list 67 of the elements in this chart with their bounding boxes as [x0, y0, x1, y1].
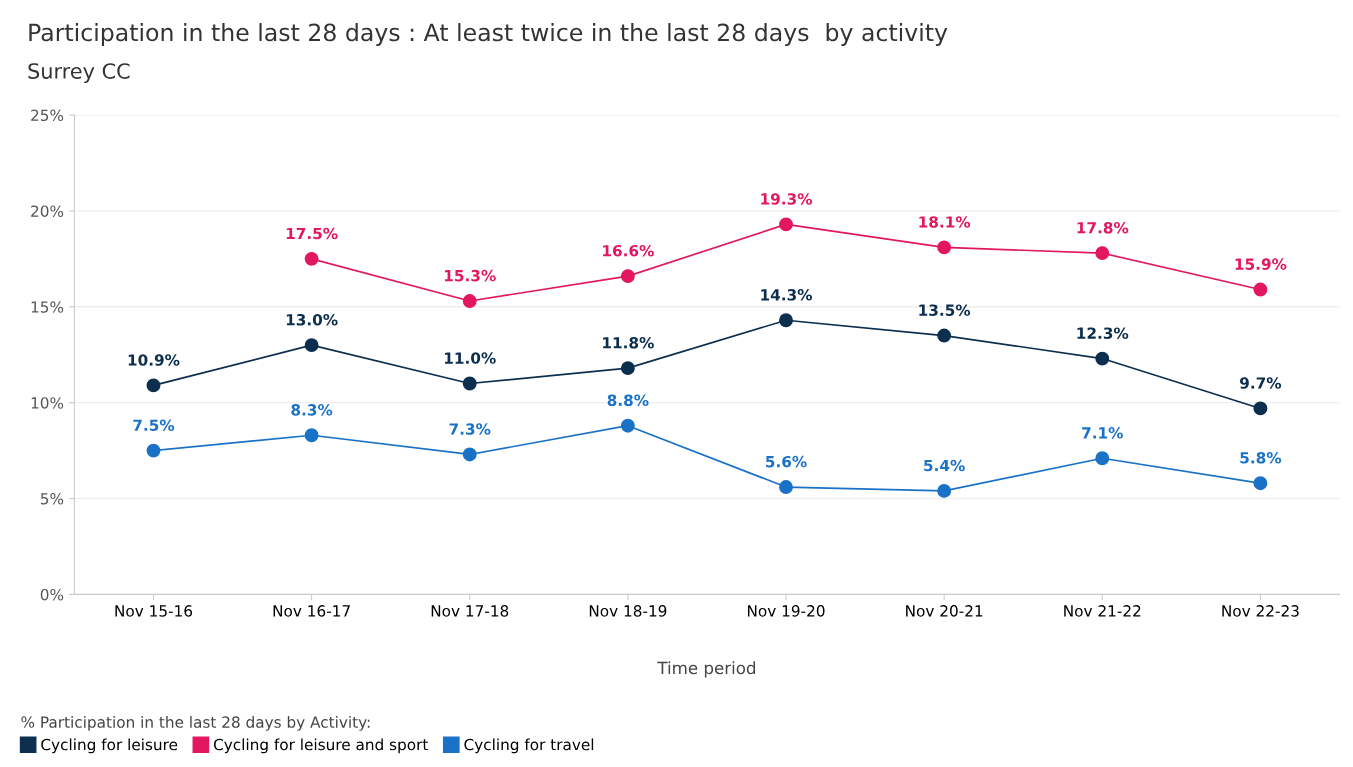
- y-tick-label: 5%: [40, 493, 64, 505]
- y-tick-label: 10%: [31, 397, 64, 409]
- point: [304, 428, 319, 443]
- chart-title: Participation in the last 28 days : At least twice in the last 28 days by activity: [29, 23, 948, 46]
- point: [620, 269, 635, 284]
- point: [1095, 246, 1110, 261]
- data-label: 15.9%: [1235, 258, 1287, 270]
- x-tick-label: Nov 22-23: [1222, 605, 1299, 617]
- point: [937, 483, 952, 498]
- data-label: 5.4%: [924, 459, 965, 472]
- x-tick-label: Nov 20-21: [906, 605, 983, 617]
- x-axis-title: Time period: [657, 661, 756, 678]
- data-label: 8.3%: [291, 404, 333, 416]
- point: [620, 418, 635, 433]
- point: [779, 480, 793, 494]
- point: [779, 217, 793, 232]
- point: [1095, 351, 1110, 366]
- point: [620, 361, 635, 376]
- data-label: 10.9%: [128, 354, 180, 366]
- point: [304, 251, 319, 266]
- x-tick-label: Nov 15-16: [115, 605, 193, 617]
- data-label: 7.1%: [1082, 427, 1123, 439]
- data-label: 16.6%: [603, 244, 654, 257]
- x-tick-label: Nov 21-22: [1064, 605, 1141, 617]
- data-label: 9.7%: [1240, 377, 1282, 389]
- x-tick-label: Nov 16-17: [273, 605, 350, 617]
- data-label: 17.5%: [286, 227, 338, 240]
- point: [1095, 451, 1110, 466]
- point: [304, 338, 319, 353]
- data-label: 12.3%: [1077, 327, 1129, 339]
- x-tick-label: Nov 17-18: [431, 605, 509, 617]
- point: [462, 376, 477, 391]
- data-label: 11.0%: [444, 352, 496, 364]
- data-label: 14.3%: [761, 289, 813, 301]
- point: [462, 447, 477, 462]
- data-label: 15.3%: [444, 269, 496, 282]
- y-tick-label: 15%: [31, 301, 64, 313]
- chart-subtitle: Surrey CC: [28, 63, 130, 83]
- y-tick-label: 20%: [31, 205, 64, 217]
- legend-label: Cycling for leisure: [41, 738, 178, 754]
- point: [146, 378, 161, 393]
- point: [937, 328, 952, 343]
- data-label: 19.3%: [761, 193, 813, 205]
- point: [779, 313, 793, 328]
- point: [937, 240, 952, 255]
- point: [1253, 282, 1268, 297]
- point: [146, 443, 161, 458]
- data-label: 7.3%: [449, 423, 491, 435]
- x-tick-label: Nov 18-19: [589, 605, 667, 617]
- point: [1253, 401, 1268, 416]
- legend-label: Cycling for travel: [464, 738, 594, 754]
- data-label: 13.5%: [919, 304, 971, 316]
- data-label: 13.0%: [286, 313, 338, 326]
- data-label: 11.8%: [603, 336, 654, 349]
- data-label: 18.1%: [919, 216, 971, 228]
- point: [1253, 476, 1268, 491]
- data-label: 7.5%: [133, 419, 175, 431]
- legend-label: Cycling for leisure and sport: [213, 738, 429, 754]
- y-tick-label: 25%: [31, 109, 64, 122]
- data-label: 5.6%: [766, 455, 807, 468]
- legend-title: % Participation in the last 28 days by Activity:: [21, 716, 370, 731]
- data-label: 8.8%: [607, 394, 649, 407]
- data-label: 5.8%: [1240, 452, 1282, 464]
- x-tick-label: Nov 19-20: [747, 605, 825, 617]
- data-label: 17.8%: [1077, 221, 1129, 234]
- point: [462, 294, 477, 308]
- y-tick-label: 0%: [40, 588, 64, 601]
